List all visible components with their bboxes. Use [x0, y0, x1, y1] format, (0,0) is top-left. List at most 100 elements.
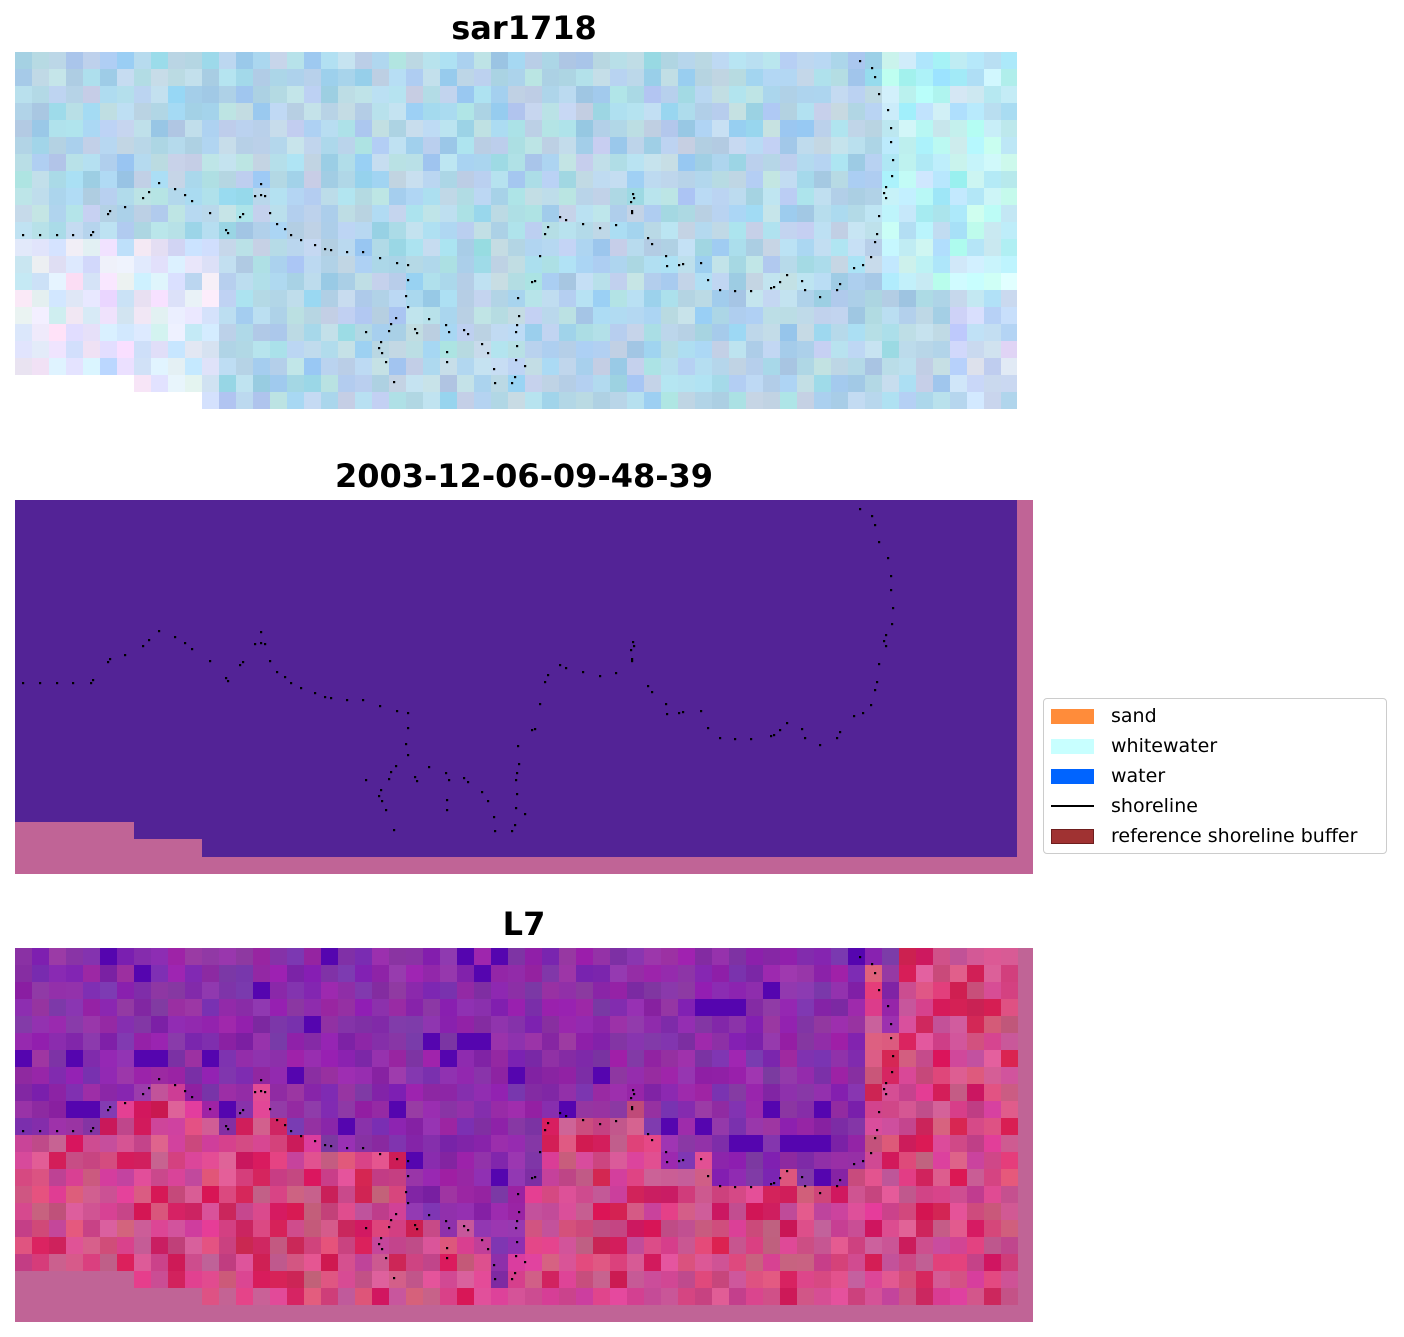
rgb-cell [593, 341, 610, 358]
shoreline-point [22, 1130, 25, 1133]
index-cell [270, 1152, 287, 1169]
rgb-cell [576, 324, 593, 341]
index-cell [576, 1169, 593, 1186]
rgb-cell [797, 154, 814, 171]
index-cell [797, 982, 814, 999]
index-cell [950, 948, 967, 965]
shoreline-point [874, 972, 877, 975]
rgb-cell [831, 392, 848, 409]
shoreline-point [378, 1243, 381, 1246]
rgb-cell [287, 307, 304, 324]
index-cell [559, 1101, 576, 1118]
shoreline-point [719, 1185, 722, 1188]
shoreline-point [463, 1225, 466, 1228]
index-cell [593, 1067, 610, 1084]
index-cell [627, 1084, 644, 1101]
index-cell [66, 999, 83, 1016]
shoreline-point [300, 687, 303, 690]
rgb-cell [151, 137, 168, 154]
rgb-cell [746, 324, 763, 341]
rgb-cell [49, 222, 66, 239]
index-cell [780, 1118, 797, 1135]
rgb-cell [491, 375, 508, 392]
rgb-cell [32, 52, 49, 69]
index-cell [814, 1033, 831, 1050]
rgb-cell [219, 290, 236, 307]
index-cell [678, 1169, 695, 1186]
rgb-cell [100, 52, 117, 69]
index-cell [474, 1152, 491, 1169]
rgb-cell [831, 154, 848, 171]
rgb-cell [746, 137, 763, 154]
index-cell [321, 1288, 338, 1305]
rgb-cell [338, 205, 355, 222]
rgb-cell [15, 205, 32, 222]
rgb-cell [389, 171, 406, 188]
rgb-cell [32, 154, 49, 171]
rgb-cell [831, 120, 848, 137]
shoreline-point [378, 347, 381, 350]
index-cell [253, 1067, 270, 1084]
index-cell [542, 1169, 559, 1186]
rgb-cell [440, 86, 457, 103]
index-cell [168, 1152, 185, 1169]
rgb-cell [389, 273, 406, 290]
index-cell [848, 1203, 865, 1220]
index-cell [814, 1135, 831, 1152]
rgb-cell [202, 290, 219, 307]
rgb-cell [236, 120, 253, 137]
index-cell [474, 999, 491, 1016]
shoreline-point [264, 643, 267, 646]
rgb-cell [15, 307, 32, 324]
index-cell [83, 1016, 100, 1033]
rgb-cell [950, 307, 967, 324]
index-cell [100, 1084, 117, 1101]
rgb-cell [525, 273, 542, 290]
shoreline-point [700, 1158, 703, 1161]
rgb-cell [117, 52, 134, 69]
rgb-cell [168, 341, 185, 358]
index-cell [151, 1237, 168, 1254]
rgb-cell [899, 205, 916, 222]
shoreline-point [874, 524, 877, 527]
rgb-cell [627, 171, 644, 188]
index-cell [559, 1237, 576, 1254]
rgb-cell [865, 154, 882, 171]
index-cell [474, 1203, 491, 1220]
index-cell [457, 1033, 474, 1050]
rgb-cell [474, 375, 491, 392]
rgb-cell [185, 273, 202, 290]
index-cell [423, 1067, 440, 1084]
index-cell [695, 1152, 712, 1169]
rgb-cell [797, 256, 814, 273]
index-cell [304, 1203, 321, 1220]
index-cell [219, 1084, 236, 1101]
index-cell [984, 1186, 1001, 1203]
shoreline-point [393, 1277, 396, 1280]
rgb-cell [508, 273, 525, 290]
index-cell [899, 1067, 916, 1084]
index-cell [797, 1237, 814, 1254]
rgb-cell [100, 290, 117, 307]
shoreline-point [633, 645, 636, 648]
rgb-cell [933, 103, 950, 120]
index-cell [117, 1033, 134, 1050]
shoreline-point [599, 1123, 602, 1126]
rgb-cell [848, 205, 865, 222]
index-cell [661, 1084, 678, 1101]
index-cell [338, 1050, 355, 1067]
index-cell [610, 982, 627, 999]
shoreline-point [515, 807, 518, 810]
index-cell [746, 982, 763, 999]
rgb-cell [219, 273, 236, 290]
index-cell [848, 1016, 865, 1033]
rgb-cell [865, 188, 882, 205]
index-cell [474, 1118, 491, 1135]
rgb-cell [287, 239, 304, 256]
index-cell [763, 1101, 780, 1118]
rgb-cell [457, 307, 474, 324]
rgb-cell [729, 273, 746, 290]
rgb-cell [202, 392, 219, 409]
shoreline-point [876, 1129, 879, 1132]
shoreline-point [446, 361, 449, 364]
